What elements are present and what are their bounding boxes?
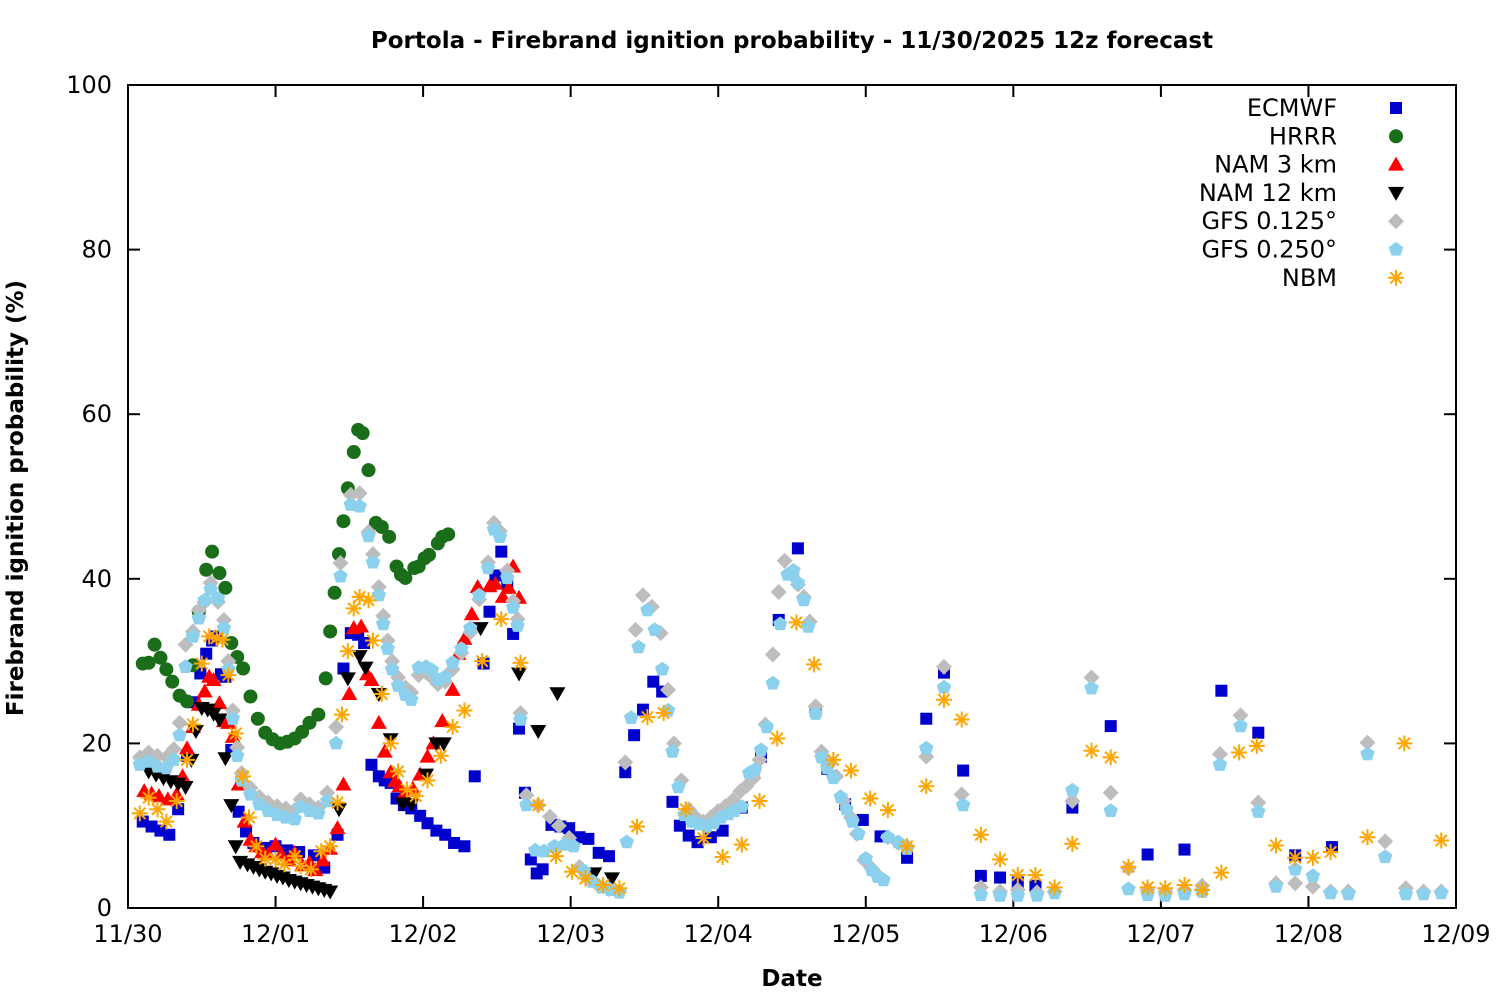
chart-title: Portola - Firebrand ignition probability…: [370, 28, 1214, 54]
legend-marker-asterisk-icon: [1388, 269, 1404, 286]
legend-label-gfs-0-250-: GFS 0.250°: [1201, 236, 1337, 264]
x-tick-label: 12/05: [831, 920, 900, 948]
series-nbm: [131, 588, 1450, 898]
x-tick-label: 12/08: [1274, 920, 1343, 948]
x-tick-label: 12/07: [1126, 920, 1195, 948]
legend-marker-circle-icon: [1389, 129, 1403, 144]
legend-marker-diamond-icon: [1388, 213, 1404, 230]
legend-label-gfs-0-125-: GFS 0.125°: [1201, 207, 1337, 235]
legend-marker-square-icon: [1390, 102, 1402, 114]
legend-label-nam-12-km: NAM 12 km: [1199, 179, 1337, 207]
legend-marker-pentagon-icon: [1388, 241, 1404, 256]
legend-label-nam-3-km: NAM 3 km: [1214, 151, 1337, 179]
x-tick-label: 11/30: [93, 920, 162, 948]
x-tick-label: 12/03: [536, 920, 605, 948]
x-tick-label: 12/04: [684, 920, 753, 948]
series-gfs-0-125-: [131, 485, 1450, 901]
legend-label-hrrr: HRRR: [1269, 122, 1337, 150]
y-tick-label: 80: [81, 236, 112, 264]
axes: 11/30 12/01 12/02 12/03 12/04 12/05 12/06 12/07…: [66, 71, 1490, 948]
legend-marker-triangle-down-icon: [1388, 186, 1404, 201]
y-tick-label: 60: [81, 400, 112, 428]
y-axis-label: Firebrand ignition probability (%): [3, 279, 29, 717]
x-tick-label: 12/06: [979, 920, 1048, 948]
series-hrrr: [135, 422, 456, 751]
x-tick-label: 12/02: [389, 920, 458, 948]
y-tick-label: 100: [66, 71, 112, 99]
legend-label-nbm: NBM: [1282, 264, 1337, 292]
x-tick-label: 12/09: [1421, 920, 1490, 948]
y-tick-label: 20: [81, 729, 112, 757]
legend-marker-triangle-up-icon: [1388, 156, 1404, 171]
legend-label-ecmwf: ECMWF: [1247, 94, 1337, 122]
plot-border: [127, 84, 1457, 909]
x-tick-label: 12/01: [241, 920, 310, 948]
x-axis-label: Date: [761, 966, 823, 992]
y-tick-label: 0: [97, 894, 112, 922]
series-nam-12-km: [140, 622, 620, 900]
y-tick-label: 40: [81, 565, 112, 593]
